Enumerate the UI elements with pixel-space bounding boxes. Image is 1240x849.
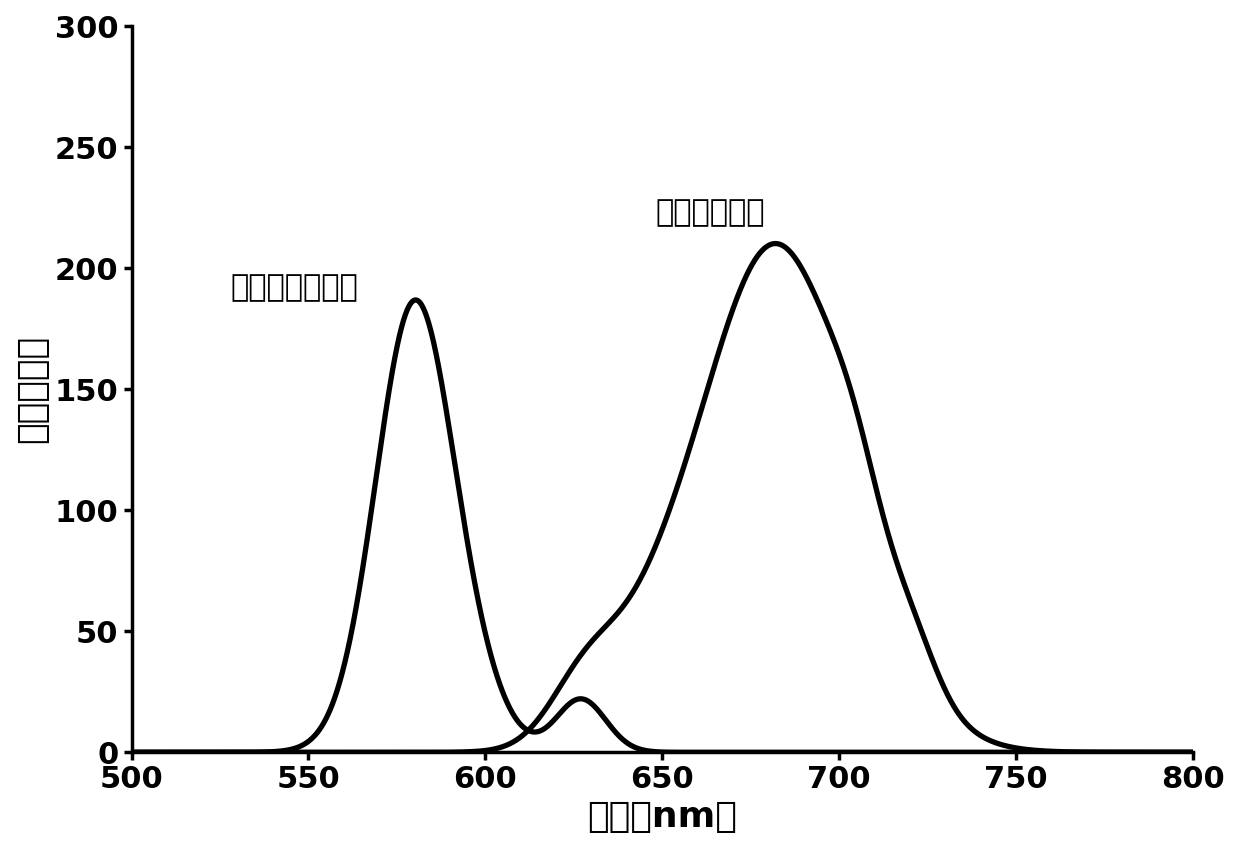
X-axis label: 波长（nm）: 波长（nm） (588, 800, 738, 834)
Text: 氨基化锡原卟啊: 氨基化锡原卟啊 (231, 273, 358, 302)
Y-axis label: 荧光强度値: 荧光强度値 (15, 335, 50, 443)
Text: 氨基化原卟啊: 氨基化原卟啊 (655, 199, 765, 228)
